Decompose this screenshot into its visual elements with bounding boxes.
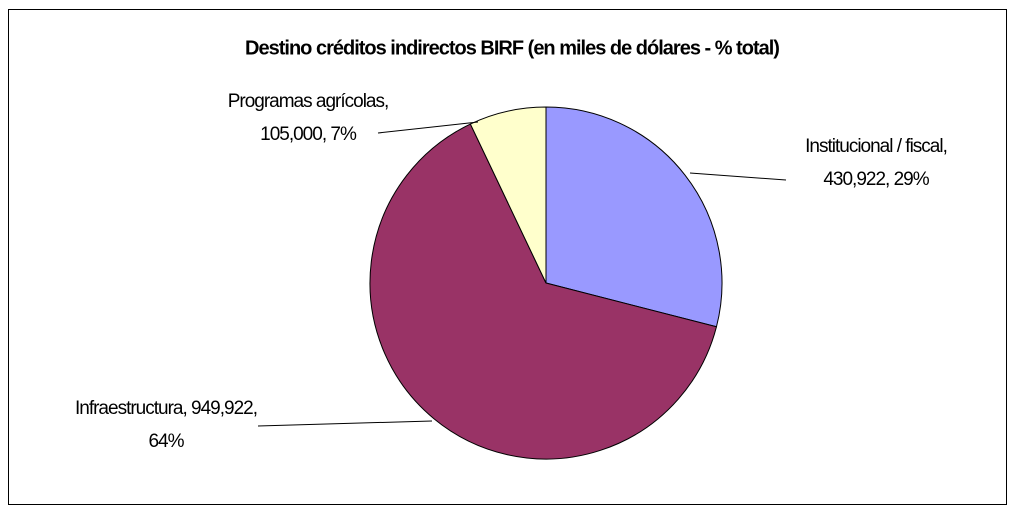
pie-slice <box>545 106 723 328</box>
chart-title: Destino créditos indirectos BIRF (en mil… <box>245 37 779 59</box>
leader-line <box>689 172 787 181</box>
pie-slice <box>469 106 547 284</box>
leader-line <box>377 121 479 134</box>
data-label-box: Infraestructura, 949,922, 64% <box>74 398 258 452</box>
data-label-box: Programas agrícolas, 105,000, 7% <box>227 91 390 145</box>
data-label: Programas agrícolas, 105,000, 7% <box>227 91 390 145</box>
pie-slice <box>369 123 718 460</box>
data-label: Infraestructura, 949,922, 64% <box>74 398 258 452</box>
data-label: Institucional / fiscal, 430,922, 29% <box>805 136 948 190</box>
leader-line <box>257 420 433 427</box>
data-label-box: Institucional / fiscal, 430,922, 29% <box>805 136 948 190</box>
